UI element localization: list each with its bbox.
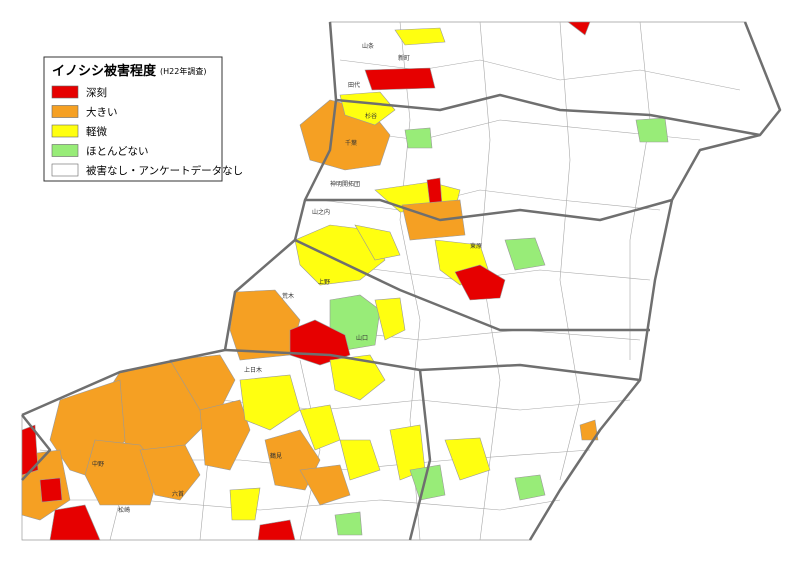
legend-label: ほとんどない <box>86 146 148 158</box>
place-label: 中野 <box>92 460 104 468</box>
legend-box <box>43 56 223 182</box>
place-label: 東原 <box>470 242 482 250</box>
place-label: 杉谷 <box>365 112 377 120</box>
place-label: 松崎 <box>118 506 130 514</box>
legend-title: イノシシ被害程度 <box>52 63 157 79</box>
border-lines <box>21 21 782 541</box>
legend-swatch <box>51 105 79 118</box>
place-label: 六首 <box>172 490 184 498</box>
place-label: 新町 <box>398 54 410 62</box>
place-label: 鶴見 <box>270 452 282 460</box>
legend-label: 大きい <box>86 106 118 119</box>
place-label: 神明開拓団 <box>330 180 360 188</box>
legend: イノシシ被害程度 (H22年調査) 深刻大きい軽微ほとんどない被害なし・アンケー… <box>43 56 243 182</box>
place-label: 荒木 <box>282 292 294 300</box>
damage-regions <box>21 21 669 541</box>
legend-label: 深刻 <box>86 86 107 99</box>
place-label: 田代 <box>348 81 360 89</box>
legend-swatch <box>51 124 79 138</box>
place-label: 山之内 <box>312 208 330 216</box>
place-label: 山条 <box>362 42 374 50</box>
legend-swatch <box>51 163 79 177</box>
place-label: 上野 <box>318 278 330 286</box>
legend-subtitle: (H22年調査) <box>160 66 206 76</box>
place-label: 上日木 <box>244 366 262 374</box>
place-label: 千葉 <box>345 139 357 147</box>
legend-swatch <box>51 85 79 99</box>
legend-swatch <box>51 144 79 157</box>
legend-label: 被害なし・アンケートデータなし <box>86 164 243 177</box>
legend-label: 軽微 <box>86 125 107 138</box>
place-label: 山口 <box>356 334 368 342</box>
